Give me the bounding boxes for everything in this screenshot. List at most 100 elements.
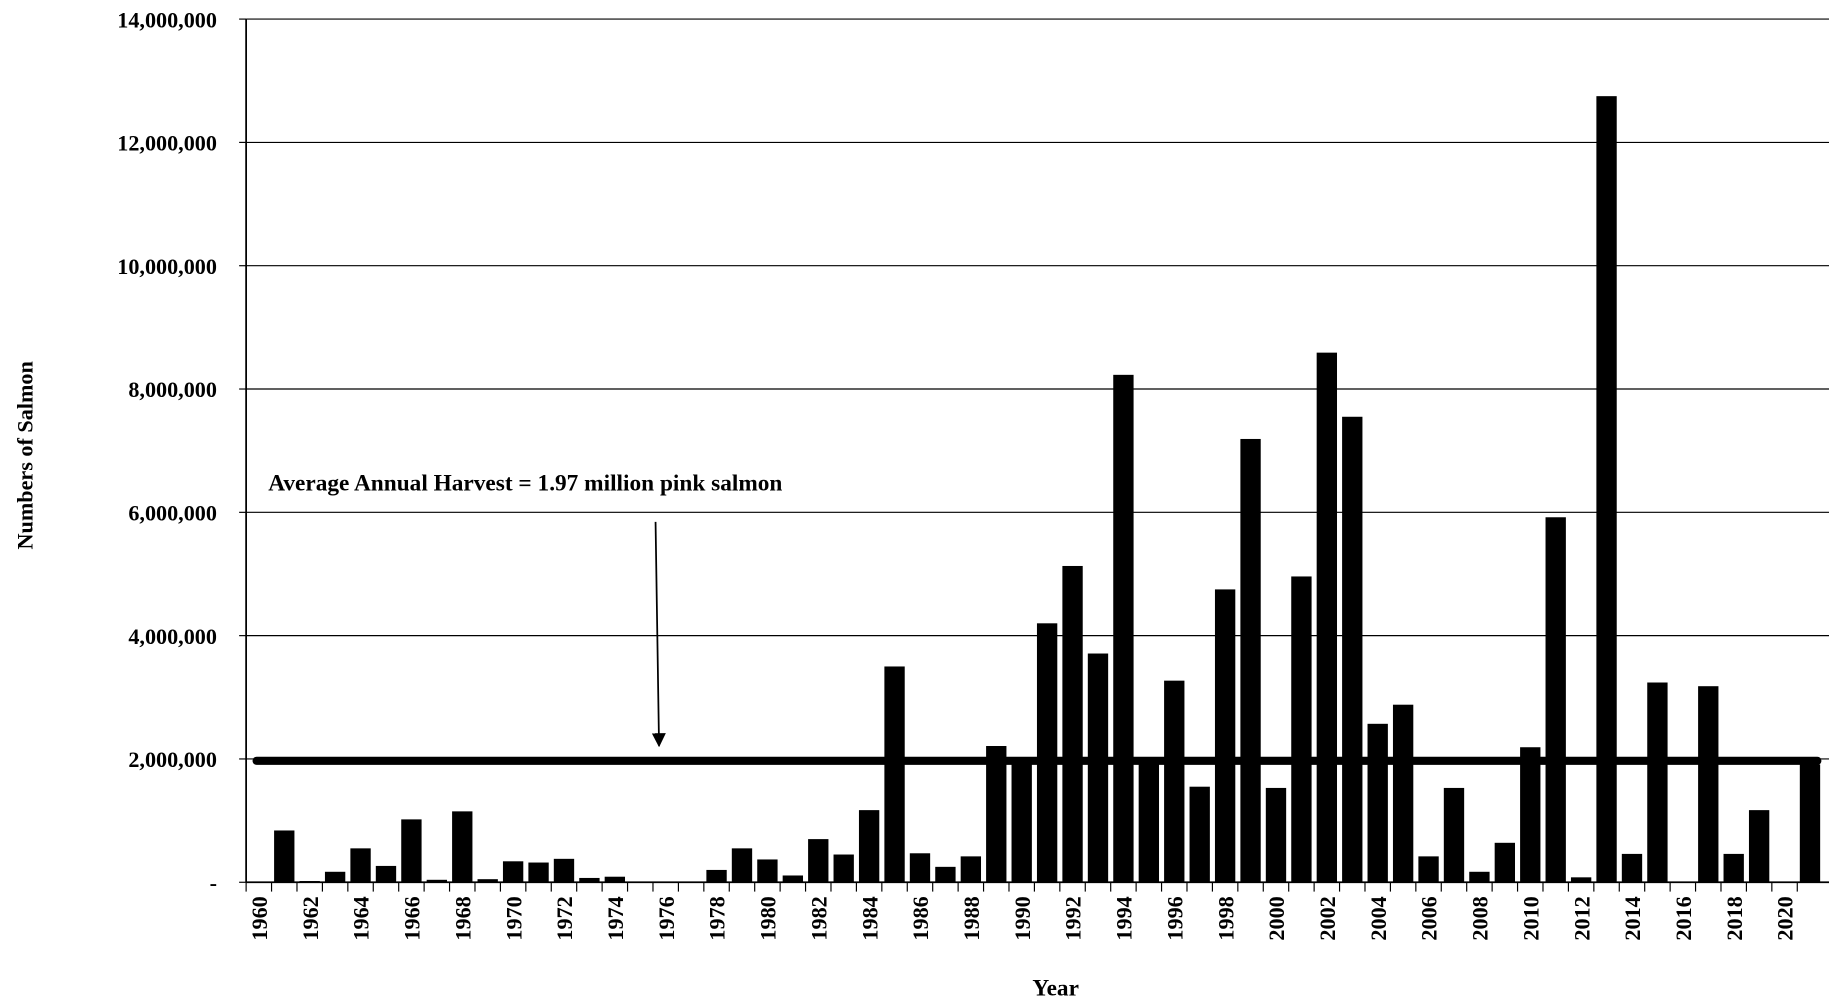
bar <box>1570 877 1592 883</box>
bar <box>1036 623 1058 883</box>
bar <box>1316 352 1338 883</box>
bar <box>426 879 448 883</box>
bar <box>350 848 371 883</box>
bar <box>1799 764 1821 883</box>
bar <box>1469 871 1490 883</box>
bar <box>1265 787 1287 883</box>
bar <box>274 830 295 883</box>
bar <box>1291 576 1312 883</box>
x-tick-label: 2000 <box>1264 896 1289 940</box>
bar <box>1698 686 1719 883</box>
x-tick-label: 1962 <box>298 896 323 940</box>
x-tick-label: 1994 <box>1112 896 1137 940</box>
bar <box>782 875 804 883</box>
annotation-arrow <box>651 521 666 748</box>
bar <box>1164 680 1185 883</box>
x-tick-label: 2012 <box>1569 896 1594 940</box>
bar <box>1418 856 1439 883</box>
bar <box>986 746 1007 883</box>
y-tick-label: 12,000,000 <box>117 131 217 156</box>
bar <box>1087 653 1109 883</box>
bar <box>1621 853 1643 883</box>
y-tick-label: 14,000,000 <box>117 7 217 32</box>
x-axis-label: Year <box>1032 975 1079 1001</box>
bar <box>1748 810 1770 883</box>
x-tick-label: 1980 <box>756 896 781 940</box>
bar <box>731 848 753 883</box>
x-tick-label: 1992 <box>1061 896 1086 940</box>
bar <box>477 879 498 883</box>
bar <box>833 854 854 883</box>
x-tick-label: 2010 <box>1518 896 1543 940</box>
y-axis-label: Numbers of Salmon <box>13 361 38 549</box>
y-tick-label: 8,000,000 <box>128 377 217 402</box>
bar <box>757 859 778 883</box>
x-tick-label: 2014 <box>1620 896 1645 940</box>
x-tick-label: 1996 <box>1162 896 1187 940</box>
bar <box>808 839 829 883</box>
x-tick-label: 2020 <box>1773 896 1798 940</box>
x-tick-label: 1968 <box>450 896 475 940</box>
x-tick-label: 1974 <box>603 896 628 940</box>
x-tick-label: 1982 <box>806 896 831 940</box>
bar <box>528 862 549 883</box>
x-tick-label: 1984 <box>857 896 882 940</box>
x-tick-label: 1976 <box>654 896 679 940</box>
y-tick-label: 6,000,000 <box>128 500 217 525</box>
bar <box>1214 589 1236 883</box>
bar <box>375 865 397 883</box>
bar <box>1494 842 1516 883</box>
bar <box>604 876 626 883</box>
x-tick-label: 1964 <box>349 896 374 940</box>
bar <box>1062 565 1083 883</box>
bar <box>1443 787 1465 883</box>
x-tick-label: 2016 <box>1671 896 1696 940</box>
bar <box>452 811 473 883</box>
y-tick-label: 10,000,000 <box>117 254 217 279</box>
y-tick-label: 4,000,000 <box>128 624 217 649</box>
x-tick-label: 1988 <box>959 896 984 940</box>
bar <box>884 666 905 883</box>
bar <box>858 810 880 883</box>
bar <box>960 856 982 883</box>
bar <box>1545 517 1566 883</box>
bar <box>909 853 931 883</box>
x-tick-label: 2002 <box>1315 896 1340 940</box>
x-tick-label: 1972 <box>552 896 577 940</box>
x-tick-label: 2004 <box>1366 896 1391 940</box>
x-tick-label: 2008 <box>1468 896 1493 940</box>
bar <box>1392 704 1414 883</box>
x-tick-label: 1998 <box>1213 896 1238 940</box>
bar <box>502 861 524 883</box>
x-tick-label: 2006 <box>1417 896 1442 940</box>
y-tick-label: 2,000,000 <box>128 747 217 772</box>
bar <box>1342 416 1363 883</box>
bar <box>1011 762 1032 883</box>
x-tick-label: 1966 <box>400 896 425 940</box>
x-tick-label: 1978 <box>705 896 730 940</box>
bar <box>706 869 727 883</box>
y-tick-label: - <box>210 870 217 895</box>
x-tick-label: 1970 <box>501 896 526 940</box>
bar <box>324 871 346 883</box>
bar <box>1189 786 1210 883</box>
bar <box>1113 374 1134 883</box>
bar <box>579 877 600 883</box>
bar <box>1367 723 1388 883</box>
bar <box>1240 438 1261 883</box>
bar <box>1723 853 1744 883</box>
bar <box>1520 747 1541 883</box>
x-tick-label: 1960 <box>247 896 272 940</box>
bar <box>1596 96 1617 883</box>
bar <box>401 819 422 883</box>
x-tick-label: 1986 <box>908 896 933 940</box>
bar <box>553 858 575 883</box>
x-tick-label: 2018 <box>1722 896 1747 940</box>
x-tick-label: 1990 <box>1010 896 1035 940</box>
bar <box>1138 757 1160 883</box>
bar <box>935 866 956 883</box>
bar <box>1647 682 1668 883</box>
annotation: Average Annual Harvest = 1.97 million pi… <box>268 470 782 496</box>
